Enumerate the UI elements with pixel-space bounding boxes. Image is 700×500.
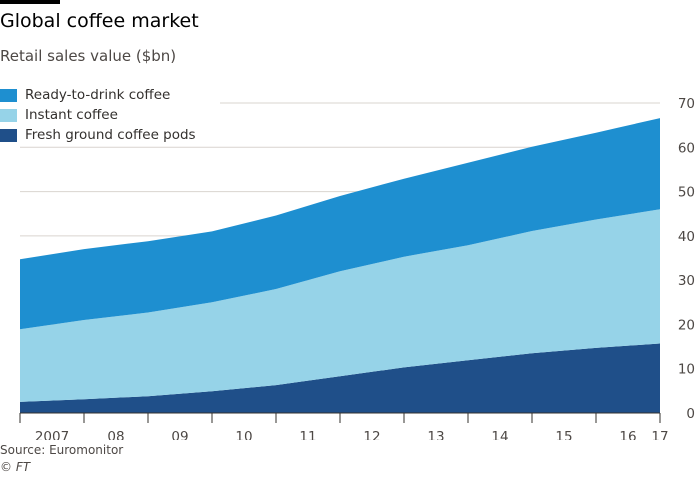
legend: Ready-to-drink coffee Instant coffee Fresh… [0, 85, 196, 145]
x-tick-label: 14 [491, 429, 508, 440]
legend-swatch [0, 88, 17, 102]
legend-swatch [0, 128, 17, 142]
y-tick-label: 50 [678, 185, 695, 201]
axes: 0 10 20 30 40 50 60 70 2007 08 09 10 11 12 13 14 15 16 17 [19, 96, 695, 440]
x-tick-label: 09 [171, 429, 188, 440]
y-tick-label: 0 [686, 406, 695, 422]
y-tick-label: 60 [678, 140, 695, 156]
y-tick-label: 20 [678, 317, 695, 333]
y-tick-label: 10 [678, 362, 695, 378]
area-series-0 [20, 343, 660, 413]
x-tick-label: 13 [427, 429, 444, 440]
credit-note: © FT [0, 460, 31, 474]
x-tick-label: 12 [363, 429, 380, 440]
legend-item: Ready-to-drink coffee [0, 85, 196, 105]
chart-title: Global coffee market [0, 10, 199, 32]
x-tick-label: 08 [107, 429, 124, 440]
area-series-2 [20, 118, 660, 330]
chart-subtitle: Retail sales value ($bn) [0, 47, 177, 65]
x-tick-label: 11 [299, 429, 316, 440]
y-tick-label: 40 [678, 229, 695, 245]
header-bar [0, 0, 60, 4]
x-tick-label: 17 [651, 429, 668, 440]
legend-item: Fresh ground coffee pods [0, 125, 196, 145]
y-tick-label: 30 [678, 273, 695, 289]
y-tick-label: 70 [678, 96, 695, 112]
x-tick-label: 10 [235, 429, 252, 440]
area-chart: 0 10 20 30 40 50 60 70 2007 08 09 10 11 12 13 14 15 16 17 [19, 96, 695, 440]
legend-label: Ready-to-drink coffee [25, 87, 171, 103]
area-series [20, 118, 660, 413]
source-note: Source: Euromonitor [0, 443, 124, 457]
area-series-1 [20, 209, 660, 402]
legend-item: Instant coffee [0, 105, 196, 125]
legend-swatch [0, 108, 17, 122]
x-tick-label: 16 [619, 429, 636, 440]
x-tick-label: 2007 [35, 429, 69, 440]
x-tick-label: 15 [555, 429, 572, 440]
legend-label: Fresh ground coffee pods [25, 127, 196, 143]
legend-label: Instant coffee [25, 107, 118, 123]
